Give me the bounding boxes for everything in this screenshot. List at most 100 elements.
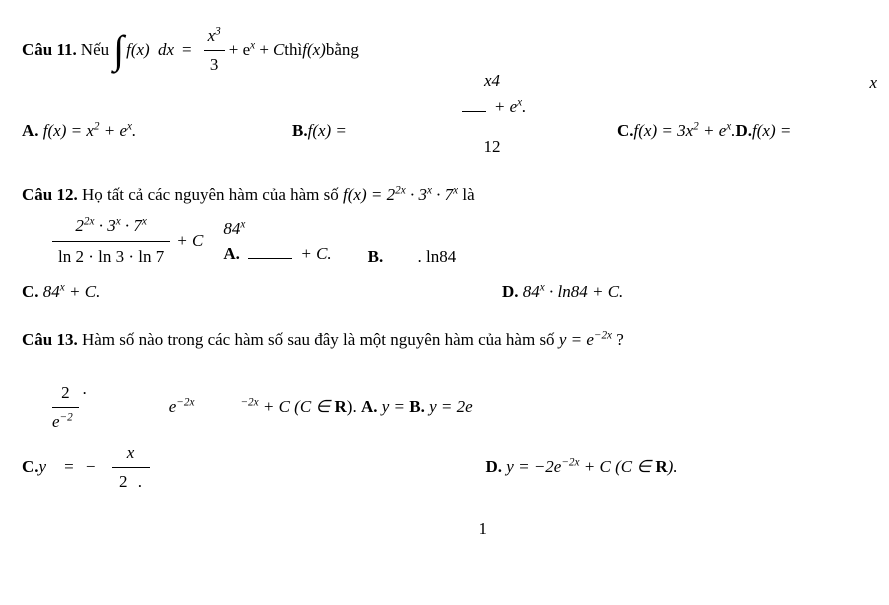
q11-bang: bằng — [326, 37, 359, 63]
q11-C: C — [273, 37, 284, 63]
q13-d-label: D. — [486, 457, 503, 476]
q12-c-body: 84x + C. — [43, 282, 101, 301]
q12-plusC: + C — [176, 228, 203, 254]
q11-options-row: x A. f(x) = x2 + ex. B. f(x) = x4 + ex. … — [22, 102, 867, 160]
q13-d-exp: −2x — [561, 457, 579, 469]
q11-option-a: A. f(x) = x2 + ex. — [22, 118, 292, 144]
q13-rest: −2x + C (C ∈ R). A. y = B. y = 2e — [240, 394, 472, 420]
q12-c-b2: + C. — [65, 282, 101, 301]
q11-frac-bar — [204, 50, 225, 51]
q13-stem-text: Hàm số nào trong các hàm số sau đây là m… — [82, 330, 559, 349]
q12-option-c: C. 84x + C. — [22, 279, 502, 305]
q12-d-b1: 84 — [523, 282, 540, 301]
question-13: Câu 13. Hàm số nào trong các hàm số sau … — [22, 327, 867, 495]
q11-b-body: f(x) = — [308, 118, 347, 144]
q13-row-a: . 2 e−2 e−2x −2x + C (C ∈ R). A. y = B. … — [52, 380, 867, 434]
q12-b-body: . ln84 — [418, 247, 457, 266]
q11-b-bar — [462, 94, 486, 112]
q13-row-c: C. y = − x 2 . D. y — [22, 440, 867, 494]
q12-a-plusc: + C. — [300, 244, 331, 263]
q13-e-exp: −2x — [176, 397, 194, 409]
q12-a-top: 84x — [223, 216, 245, 242]
q11-dx: dx — [158, 40, 174, 59]
q11-plus-trail: + — [259, 40, 269, 59]
q12-row-a: 22x · 3x · 7x ln 2 · ln 3 · ln 7 + C 84x… — [22, 213, 867, 269]
q12-c-label: C. — [22, 282, 39, 301]
q11-b-plus: + ex. — [494, 97, 527, 116]
q11-ex-exp: x — [250, 40, 255, 52]
q12-c-b1: 84 — [43, 282, 60, 301]
q11-c-label: C. — [617, 118, 634, 144]
q12-bfn1e: 2x — [84, 215, 95, 227]
q13-xover2: x 2 . — [112, 440, 150, 494]
q12-a-label: A. — [223, 244, 240, 263]
q12-option-b: B. . ln84 — [368, 244, 457, 270]
q13-xo2-bar — [112, 467, 150, 468]
q12-option-a: 84x A. + C. — [223, 216, 331, 267]
q11-frac-den: 3 — [206, 52, 223, 78]
q12-stem: Câu 12. Họ tất cả các nguyên hàm của hàm… — [22, 182, 867, 208]
q13-d-R: R — [655, 457, 667, 476]
q13-rest-end: ). — [347, 397, 361, 416]
q13-wf: . 2 e−2 — [52, 380, 79, 434]
q11-fx2: f(x) — [302, 37, 326, 63]
q11-b-bot: 12 — [484, 134, 501, 160]
q13-option-c: C. y = − x 2 . — [22, 440, 156, 494]
q12-a-bottom: A. + C. — [223, 241, 331, 267]
q13-a-label: A. — [361, 397, 378, 416]
q12-d1: · 3 — [406, 185, 427, 204]
q11-frac-num: x3 — [204, 23, 225, 49]
q12-e2x: 2x — [395, 184, 406, 196]
q12-a-slot — [248, 241, 292, 259]
q13-b-eq: y = 2e — [429, 397, 473, 416]
q11-a-b1: f(x) = x — [43, 121, 94, 140]
q12-d-b2: · ln84 + C. — [545, 282, 624, 301]
q12-row-b: C. 84x + C. D. 84x · ln84 + C. — [22, 279, 867, 305]
q13-x-num: x — [127, 440, 135, 466]
q12-a-84x: x — [240, 218, 245, 230]
q13-d-b3: ). — [668, 457, 678, 476]
q11-thi: thì — [284, 37, 302, 63]
q13-x-den-2: 2 — [119, 472, 128, 491]
q12-bfn2: · 3 — [94, 216, 115, 235]
q11-c-b1: f(x) = 3x — [634, 121, 694, 140]
q12-d-label: D. — [502, 282, 519, 301]
page: Câu 11. Nếu ∫ f(x) dx = x3 3 + ex + C th… — [0, 0, 889, 552]
q11-option-b: B. f(x) = — [292, 118, 457, 144]
q12-b-label: B. — [368, 247, 384, 266]
q13-qmark: ? — [616, 330, 624, 349]
q13-c-label: C. — [22, 454, 39, 480]
q11-a-b2: + e — [100, 121, 128, 140]
q12-la: là — [462, 185, 474, 204]
q13-wf-den-e: e — [52, 412, 60, 431]
q12-fx-t: f(x) = 2 — [343, 185, 395, 204]
q13-option-d: D. y = −2e−2x + C (C ∈ R). — [486, 454, 678, 480]
q13-c-y: y — [39, 454, 47, 480]
q12-bfn1: 2 — [75, 216, 84, 235]
q11-frac-num-x: x — [208, 26, 216, 45]
q11-stem: Câu 11. Nếu ∫ f(x) dx = x3 3 + ex + C th… — [22, 20, 867, 80]
q11-c-b2: + e — [699, 121, 727, 140]
question-11: Câu 11. Nếu ∫ f(x) dx = x3 3 + ex + C th… — [22, 20, 867, 160]
q11-b-top: x4 — [484, 68, 500, 94]
q12-bfn3e: x — [142, 215, 147, 227]
q11-a-body: f(x) = x2 + ex. — [43, 121, 136, 140]
q13-d-body: y = −2e−2x + C (C ∈ R). — [506, 457, 677, 476]
q11-d-body: f(x) = — [752, 118, 791, 144]
q13-c-eqminus: = − — [64, 454, 99, 480]
q13-e2x: e−2x — [169, 394, 195, 420]
q13-yex: y = e−2x — [559, 330, 616, 349]
q11-c-body: f(x) = 3x2 + ex. — [634, 118, 736, 144]
q13-m2x: −2x — [240, 397, 258, 409]
q13-wf-dot: . — [82, 376, 86, 402]
q12-bf-bar — [52, 241, 170, 242]
q11-neu: Nếu — [81, 37, 109, 63]
q13-R: R — [335, 397, 347, 416]
q11-a-dot: . — [132, 121, 136, 140]
q11-plus-ex: + ex + — [229, 37, 269, 63]
q12-a-84: 84 — [223, 219, 240, 238]
q13-b-label: B. — [409, 397, 425, 416]
q12-bigfrac: 22x · 3x · 7x ln 2 · ln 3 · ln 7 — [52, 213, 170, 269]
q13-y: y = e — [559, 330, 594, 349]
q11-b-mid: + ex. — [458, 94, 527, 120]
